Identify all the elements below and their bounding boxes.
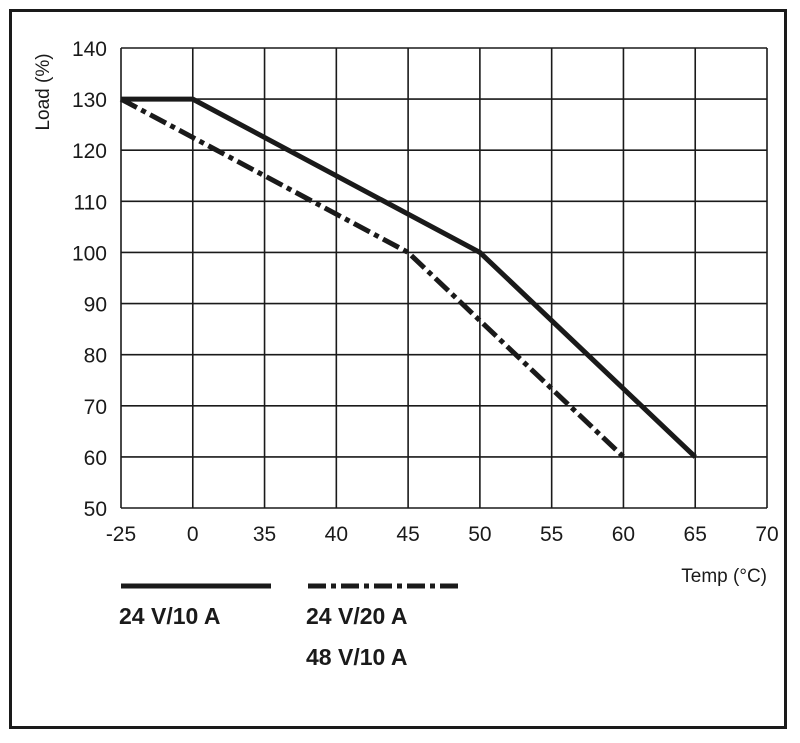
series-line-24v-20a-48v-10a bbox=[119, 96, 626, 459]
y-tick-label: 120 bbox=[72, 140, 107, 163]
x-tick-label: 50 bbox=[468, 523, 491, 546]
y-tick-label: 50 bbox=[84, 498, 107, 521]
y-tick-label: 90 bbox=[84, 294, 107, 317]
legend-label-48v-10a: 48 V/10 A bbox=[306, 644, 408, 670]
x-tick-label: 55 bbox=[540, 523, 563, 546]
x-tick-label: 60 bbox=[612, 523, 635, 546]
chart-frame bbox=[9, 9, 787, 729]
legend-label-24v-20a: 24 V/20 A bbox=[306, 603, 408, 629]
x-tick-labels: -25 0 35 40 45 50 55 60 65 70 bbox=[106, 523, 779, 546]
series-line-24v-10a bbox=[121, 96, 697, 459]
x-tick-label: 40 bbox=[325, 523, 348, 546]
x-tick-label: 45 bbox=[396, 523, 419, 546]
y-tick-label: 130 bbox=[72, 89, 107, 112]
y-tick-label: 80 bbox=[84, 345, 107, 368]
x-tick-label: 35 bbox=[253, 523, 276, 546]
x-axis-label: Temp (°C) bbox=[681, 566, 767, 587]
y-tick-labels: 50 60 70 80 90 100 110 120 130 140 bbox=[72, 38, 107, 521]
x-tick-label: 65 bbox=[684, 523, 707, 546]
y-tick-label: 140 bbox=[72, 38, 107, 61]
x-tick-label: 0 bbox=[187, 523, 199, 546]
x-tick-label: 70 bbox=[755, 523, 778, 546]
y-axis-label: Load (%) bbox=[33, 53, 54, 130]
grid bbox=[120, 47, 768, 509]
y-tick-label: 100 bbox=[72, 242, 107, 265]
x-tick-label: -25 bbox=[106, 523, 136, 546]
y-tick-label: 70 bbox=[84, 396, 107, 419]
legend-label-24v-10a: 24 V/10 A bbox=[119, 603, 221, 629]
series-lines bbox=[119, 96, 697, 459]
y-tick-label: 60 bbox=[84, 447, 107, 470]
y-tick-label: 110 bbox=[74, 191, 107, 214]
